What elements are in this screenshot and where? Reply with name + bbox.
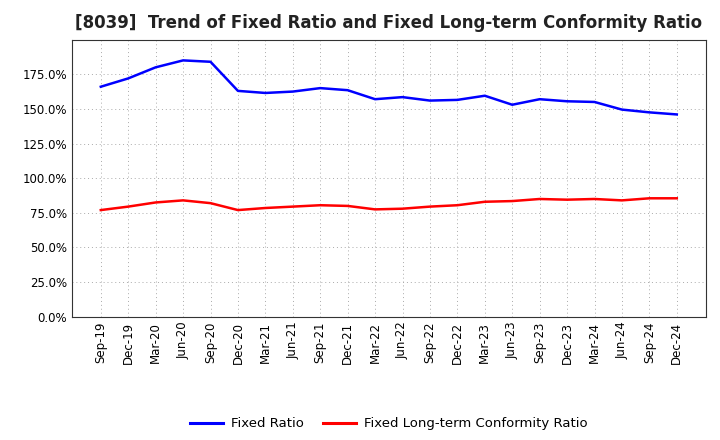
Fixed Long-term Conformity Ratio: [316, 202, 325, 208]
Fixed Long-term Conformity Ratio: [124, 204, 132, 209]
Fixed Long-term Conformity Ratio: [645, 196, 654, 201]
Fixed Ratio: [672, 112, 681, 117]
Fixed Long-term Conformity Ratio: [453, 202, 462, 208]
Fixed Long-term Conformity Ratio: [261, 205, 270, 211]
Fixed Long-term Conformity Ratio: [480, 199, 489, 205]
Fixed Ratio: [261, 90, 270, 95]
Fixed Ratio: [233, 88, 242, 94]
Fixed Ratio: [453, 97, 462, 103]
Line: Fixed Ratio: Fixed Ratio: [101, 60, 677, 114]
Fixed Ratio: [289, 89, 297, 94]
Fixed Ratio: [96, 84, 105, 89]
Fixed Ratio: [206, 59, 215, 64]
Fixed Ratio: [480, 93, 489, 99]
Fixed Long-term Conformity Ratio: [371, 207, 379, 212]
Title: [8039]  Trend of Fixed Ratio and Fixed Long-term Conformity Ratio: [8039] Trend of Fixed Ratio and Fixed Lo…: [75, 15, 703, 33]
Fixed Ratio: [179, 58, 187, 63]
Fixed Long-term Conformity Ratio: [672, 196, 681, 201]
Line: Fixed Long-term Conformity Ratio: Fixed Long-term Conformity Ratio: [101, 198, 677, 210]
Fixed Long-term Conformity Ratio: [206, 201, 215, 206]
Fixed Ratio: [371, 96, 379, 102]
Legend: Fixed Ratio, Fixed Long-term Conformity Ratio: Fixed Ratio, Fixed Long-term Conformity …: [184, 412, 593, 436]
Fixed Long-term Conformity Ratio: [398, 206, 407, 211]
Fixed Long-term Conformity Ratio: [508, 198, 516, 204]
Fixed Ratio: [426, 98, 434, 103]
Fixed Long-term Conformity Ratio: [96, 207, 105, 213]
Fixed Long-term Conformity Ratio: [343, 203, 352, 209]
Fixed Ratio: [645, 110, 654, 115]
Fixed Long-term Conformity Ratio: [618, 198, 626, 203]
Fixed Ratio: [151, 65, 160, 70]
Fixed Long-term Conformity Ratio: [233, 207, 242, 213]
Fixed Ratio: [590, 99, 599, 105]
Fixed Long-term Conformity Ratio: [536, 196, 544, 202]
Fixed Long-term Conformity Ratio: [289, 204, 297, 209]
Fixed Ratio: [316, 85, 325, 91]
Fixed Ratio: [536, 96, 544, 102]
Fixed Long-term Conformity Ratio: [590, 196, 599, 202]
Fixed Long-term Conformity Ratio: [426, 204, 434, 209]
Fixed Ratio: [343, 88, 352, 93]
Fixed Ratio: [398, 95, 407, 100]
Fixed Ratio: [124, 76, 132, 81]
Fixed Ratio: [563, 99, 572, 104]
Fixed Long-term Conformity Ratio: [151, 200, 160, 205]
Fixed Ratio: [508, 102, 516, 107]
Fixed Ratio: [618, 107, 626, 112]
Fixed Long-term Conformity Ratio: [563, 197, 572, 202]
Fixed Long-term Conformity Ratio: [179, 198, 187, 203]
